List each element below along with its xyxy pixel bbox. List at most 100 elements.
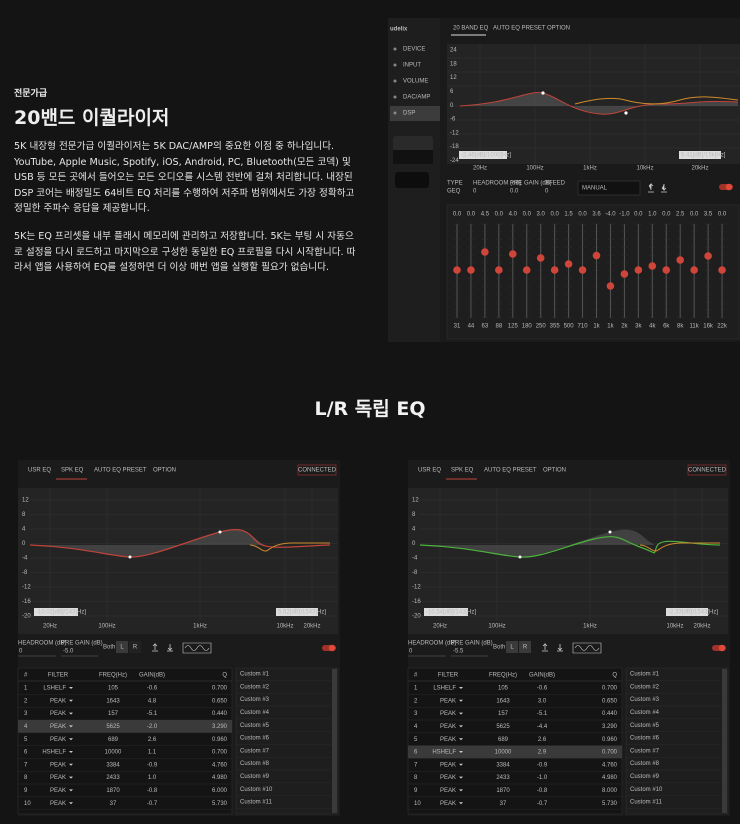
table-cell: 1870 [496, 788, 510, 794]
readout: -2.33[dB]/1543[Hz] [668, 610, 718, 616]
preset: Custom #8 [240, 761, 270, 767]
dropdown-arrow [69, 751, 73, 753]
curve-fill [460, 92, 738, 115]
band-freq: 11k [690, 324, 700, 330]
table-cell: -2.0 [147, 724, 158, 730]
row-selected [18, 720, 232, 733]
table-cell: 0.440 [212, 711, 228, 717]
y-label: -16 [22, 599, 31, 605]
scrollbar [722, 669, 727, 813]
nav-icon [393, 63, 397, 67]
table-cell: PEAK [50, 788, 66, 794]
x-label: 1kHz [583, 166, 597, 172]
y-label: -4 [412, 556, 418, 562]
preset-bg [235, 667, 339, 815]
table-cell: 3.290 [212, 724, 228, 730]
band-freq: 355 [550, 324, 561, 330]
table-cell: 7 [414, 762, 418, 768]
mode-dropdown[interactable] [577, 180, 641, 196]
y-label: -20 [412, 614, 421, 620]
preset: Custom #10 [630, 787, 663, 793]
table-cell: 8.000 [602, 788, 618, 794]
dropdown-arrow [69, 699, 73, 702]
curve-red [459, 92, 739, 115]
table-cell: 10000 [495, 750, 512, 756]
section-title: L/R 독립 EQ [314, 398, 426, 420]
slider-knob [662, 266, 671, 274]
icons [648, 183, 667, 193]
table-header: FILTER [438, 673, 459, 679]
tab: OPTION [547, 26, 570, 32]
table-cell: PEAK [440, 711, 456, 717]
band-freq: 88 [496, 324, 503, 330]
table-cell: 10000 [105, 750, 122, 756]
table-header: FILTER [48, 673, 69, 679]
table-cell: 3 [414, 711, 418, 717]
slider-knob [690, 266, 698, 274]
band-freq: 4k [649, 324, 656, 330]
preset: Custom #2 [630, 684, 660, 690]
slider-knob [481, 248, 489, 256]
tab: OPTION [543, 468, 566, 474]
y-label: 4 [22, 527, 26, 533]
band-gain: -1.0 [619, 212, 630, 218]
table-cell: 1643 [106, 698, 120, 704]
table-cell: 1 [414, 686, 418, 692]
slider-knob [592, 251, 601, 260]
slider-knob [495, 266, 503, 274]
table-cell: 10 [24, 801, 31, 807]
band-gain: 0.0 [495, 212, 504, 218]
control-label: HEADROOM (dB) [473, 181, 521, 187]
preset: Custom #5 [630, 723, 660, 729]
x-label: 100Hz [526, 166, 543, 172]
headroom-value: 0 [19, 649, 23, 655]
table-cell: 3 [24, 711, 28, 717]
preset: Custom #3 [240, 697, 270, 703]
table-cell: 4.980 [212, 775, 228, 781]
channel-r [519, 641, 531, 653]
table-cell: PEAK [50, 711, 66, 717]
control-value: 0.0 [510, 189, 519, 195]
table-cell: 1643 [496, 698, 510, 704]
dropdown-arrow [459, 763, 463, 766]
tab: AUTO EQ PRESET [94, 468, 147, 474]
preset: Custom #11 [630, 800, 663, 806]
table-header: GAIN(dB) [139, 673, 165, 679]
channel-l-label: L [510, 645, 514, 651]
preset: Custom #6 [240, 736, 270, 742]
dropdown-arrow [459, 699, 463, 702]
band-gain: 4.0 [509, 212, 518, 218]
nav-icon [393, 79, 397, 83]
curve-fill [420, 529, 720, 558]
table-cell: 9 [414, 788, 418, 794]
band-freq: 6k [663, 324, 670, 330]
dropdown-arrow [459, 751, 463, 753]
slider-knob [509, 250, 517, 258]
table-cell: PEAK [50, 801, 66, 807]
table-bg [407, 667, 623, 815]
y-label: 4 [412, 527, 416, 533]
eq-panel: USR EQ SPK EQ AUTO EQ PRESET OPTION CONNECTE… [17, 460, 340, 816]
preset: Custom #7 [630, 748, 660, 754]
dropdown-arrow [69, 712, 73, 715]
curve-point [218, 530, 222, 534]
table-cell: 6.000 [212, 788, 228, 794]
dropdown-arrow [459, 738, 463, 741]
headroom-value: 0 [409, 649, 413, 655]
control-label: XFEED [545, 181, 566, 187]
band-gain: 1.5 [564, 212, 573, 218]
y-label: 0 [450, 103, 454, 109]
table-cell: 0.440 [602, 711, 618, 717]
preset: Custom #1 [630, 672, 660, 678]
tab: AUTO EQ PRESET [493, 26, 546, 32]
table-cell: 157 [498, 711, 509, 717]
table-cell: LSHELF [433, 686, 456, 692]
y-label: 8 [412, 512, 416, 518]
x-label: 10kHz [276, 624, 293, 630]
table-cell: -0.8 [147, 788, 158, 794]
slider-knob [634, 266, 643, 274]
channel-both: Both [103, 645, 115, 651]
dropdown-arrow [69, 789, 73, 792]
table-cell: 1870 [106, 788, 120, 794]
pre-gain-value: -5.5 [453, 649, 464, 655]
